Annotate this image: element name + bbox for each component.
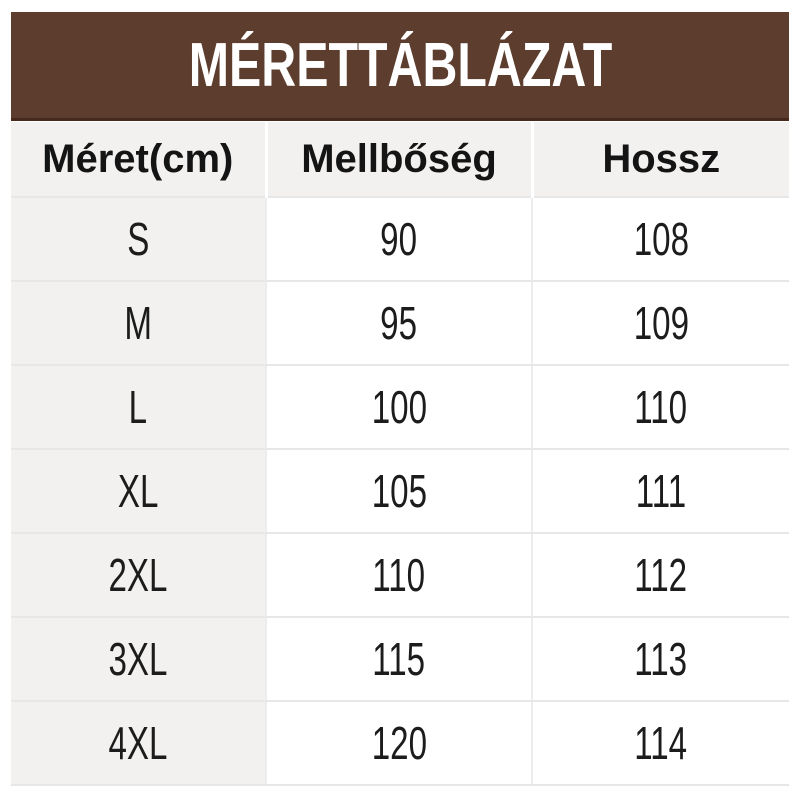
table-row-4xl: 4XL 120 114 (11, 701, 789, 786)
header-size-label: Méret(cm) (42, 136, 234, 181)
bust-cell: 120 (265, 701, 532, 786)
size-chart-table: Méret(cm) Mellbőség Hossz S 90 108 M 95 … (11, 122, 789, 786)
table-header-row: Méret(cm) Mellbőség Hossz (11, 122, 789, 198)
title-banner: MÉRETTÁBLÁZAT (11, 12, 789, 121)
bust-value: 95 (380, 297, 418, 349)
size-value: M (124, 297, 152, 349)
size-cell: L (11, 365, 266, 450)
length-cell: 110 (531, 365, 789, 450)
size-value: 4XL (108, 717, 168, 769)
bust-cell: 105 (265, 449, 532, 534)
bust-value: 105 (371, 465, 427, 517)
length-value: 114 (634, 717, 688, 769)
length-cell: 112 (531, 533, 789, 618)
length-value: 109 (633, 297, 689, 349)
bust-value: 110 (372, 549, 426, 601)
length-value: 112 (634, 549, 688, 601)
bust-cell: 95 (265, 281, 532, 366)
size-value: 3XL (108, 633, 168, 685)
bust-value: 115 (372, 633, 426, 685)
table-row-3xl: 3XL 115 113 (11, 617, 789, 702)
bust-cell: 90 (265, 197, 532, 282)
size-cell: 2XL (11, 533, 266, 618)
size-cell: S (11, 197, 266, 282)
page-title: MÉRETTÁBLÁZAT (188, 30, 612, 100)
table-row-m: M 95 109 (11, 281, 789, 366)
length-cell: 111 (531, 449, 789, 534)
length-cell: 114 (531, 701, 789, 786)
size-value: 2XL (108, 549, 168, 601)
size-value: L (128, 381, 148, 433)
header-length: Hossz (530, 122, 789, 198)
bust-value: 100 (371, 381, 427, 433)
bust-cell: 115 (265, 617, 532, 702)
header-bust: Mellbőség (264, 122, 532, 198)
size-cell: 4XL (11, 701, 266, 786)
bust-cell: 110 (265, 533, 532, 618)
length-cell: 109 (531, 281, 789, 366)
length-value: 108 (633, 213, 689, 265)
length-cell: 113 (531, 617, 789, 702)
bust-cell: 100 (265, 365, 532, 450)
length-value: 113 (634, 633, 688, 685)
size-value: XL (117, 465, 159, 517)
header-bust-label: Mellbőség (301, 136, 497, 181)
size-cell: 3XL (11, 617, 266, 702)
size-cell: M (11, 281, 266, 366)
size-value: S (126, 213, 150, 265)
bust-value: 120 (371, 717, 427, 769)
table-row-xl: XL 105 111 (11, 449, 789, 534)
table-row-s: S 90 108 (11, 197, 789, 282)
length-value: 111 (635, 465, 687, 517)
size-cell: XL (11, 449, 266, 534)
table-row-l: L 100 110 (11, 365, 789, 450)
header-length-label: Hossz (602, 136, 721, 181)
table-row-2xl: 2XL 110 112 (11, 533, 789, 618)
length-value: 110 (634, 381, 688, 433)
bust-value: 90 (380, 213, 418, 265)
header-size: Méret(cm) (11, 122, 266, 198)
length-cell: 108 (531, 197, 789, 282)
